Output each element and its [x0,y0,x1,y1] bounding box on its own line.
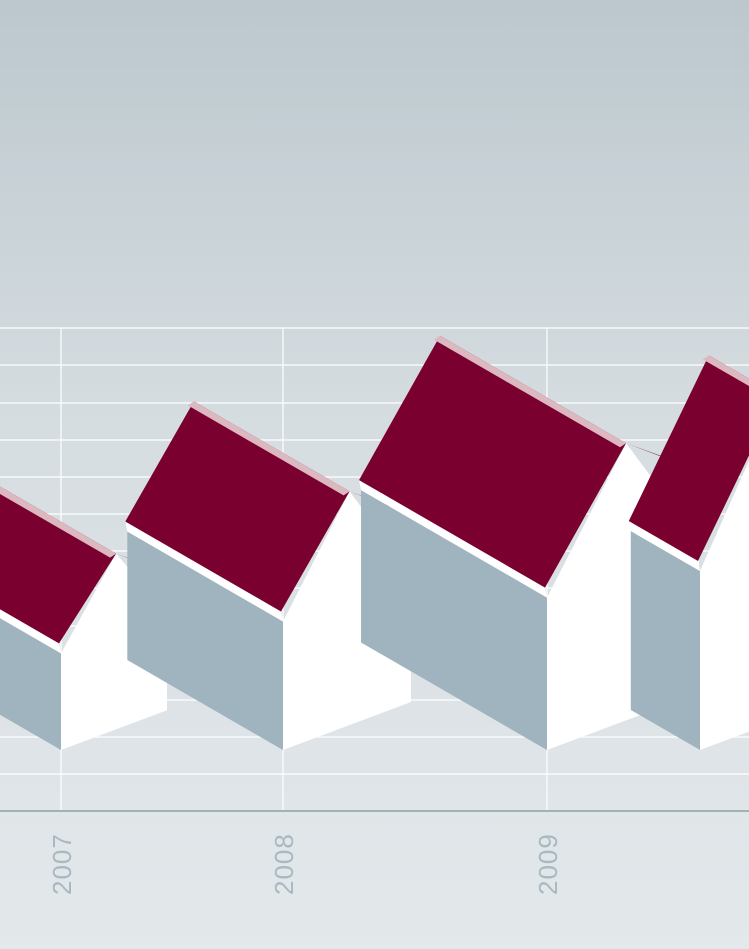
house-bar-2007-side-wall [0,618,61,750]
house-bar-2007-ridge [0,486,117,558]
house-bar-2008-side-wall [127,531,283,750]
house-bar-2009-roof [359,335,627,588]
house-bar-2008-roof [125,401,350,612]
house-bar-2009-eave [359,480,547,598]
house-bars [0,335,749,750]
x-tick-label-2009: 2009 [533,833,563,895]
house-bar-partial-ridge [702,355,749,387]
x-tick-labels: 2007 2008 2009 [47,833,563,895]
house-bar-partial-front-wall [700,460,749,750]
x-tick-label-2008: 2008 [269,833,299,895]
house-bar-partial-side-wall [630,531,700,750]
house-bar-partial [628,355,749,750]
house-bar-2008-ridge [187,401,350,496]
house-bar-2007-roof [0,486,117,644]
x-tick-label-2007: 2007 [47,833,77,895]
house-bar-partial-eave [628,521,700,572]
house-bar-partial-roof [628,355,749,562]
house-bar-2008-eave [125,521,283,622]
house-bar-2007-eave [0,609,61,654]
house-bar-2009-ridge [434,335,627,448]
house-bar-2009-side-wall [361,490,547,750]
